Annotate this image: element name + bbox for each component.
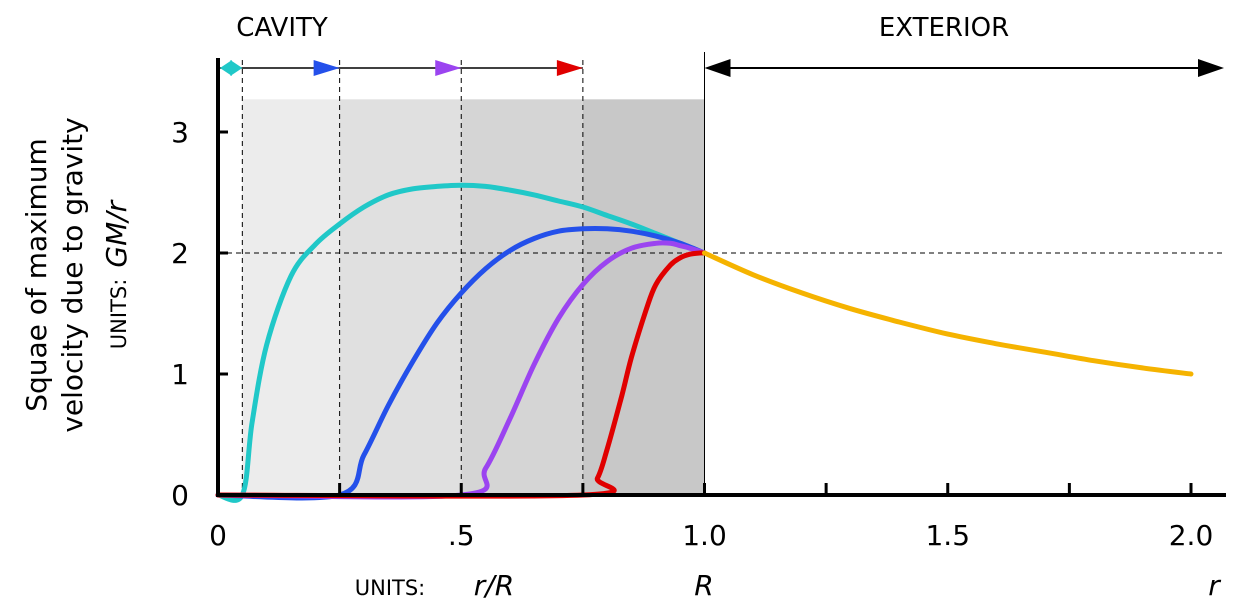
y-axis-label-line1: Squae of maximum [20, 138, 53, 412]
x-tick-label-0: 0 [209, 519, 227, 552]
region-label-exterior: EXTERIOR [879, 13, 1009, 43]
cavity-arrowhead-2 [435, 60, 462, 76]
x-tick-label-1: .5 [448, 519, 475, 552]
series-line-1 [215, 226, 707, 501]
y-tick-label-3: 3 [171, 116, 189, 149]
x-tick-label-2: 1.0 [682, 519, 727, 552]
x-units-exterior: r [1208, 569, 1221, 602]
shaded-band-0 [242, 99, 340, 495]
y-axis-units-value: GM/r [100, 199, 133, 267]
y-tick-label-1: 1 [171, 358, 189, 391]
region-label-cavity: CAVITY [236, 13, 328, 43]
y-tick-label-0: 0 [171, 479, 189, 512]
x-units-cavity: r/R [474, 569, 514, 602]
guide-lines [218, 52, 1226, 495]
shaded-bands [242, 99, 705, 495]
cavity-arrowhead-3 [556, 60, 583, 76]
y-axis-units-prefix: UNITS: [107, 279, 131, 350]
axes [216, 58, 1226, 497]
y-axis-units: UNITS: GM/r [100, 199, 133, 349]
cavity-arrowhead-0 [230, 60, 243, 76]
x-tick-label-3: 1.5 [925, 519, 970, 552]
x-units-boundary: R [694, 569, 713, 602]
y-axis-label-line2: velocity due to gravity [56, 117, 89, 432]
tick-labels: 0 1 2 3 0 .5 1.0 1.5 2.0 [171, 116, 1213, 552]
shaded-band-3 [582, 99, 705, 495]
cavity-arrowhead-left [220, 60, 232, 76]
series-line-0 [215, 182, 707, 503]
series-line-2 [215, 240, 707, 500]
exterior-arrowhead-right [1198, 59, 1224, 77]
region-arrows [220, 59, 1224, 77]
shaded-band-1 [339, 99, 462, 495]
y-axis-label: Squae of maximum velocity due to gravity… [20, 117, 133, 432]
series-line-4 [702, 250, 1194, 377]
cavity-arrowhead-1 [313, 60, 340, 76]
x-tick-label-4: 2.0 [1169, 519, 1214, 552]
y-tick-label-2: 2 [171, 237, 189, 270]
shaded-band-2 [461, 99, 583, 495]
x-units-prefix: UNITS: [355, 576, 426, 600]
exterior-arrowhead-left [704, 59, 731, 77]
